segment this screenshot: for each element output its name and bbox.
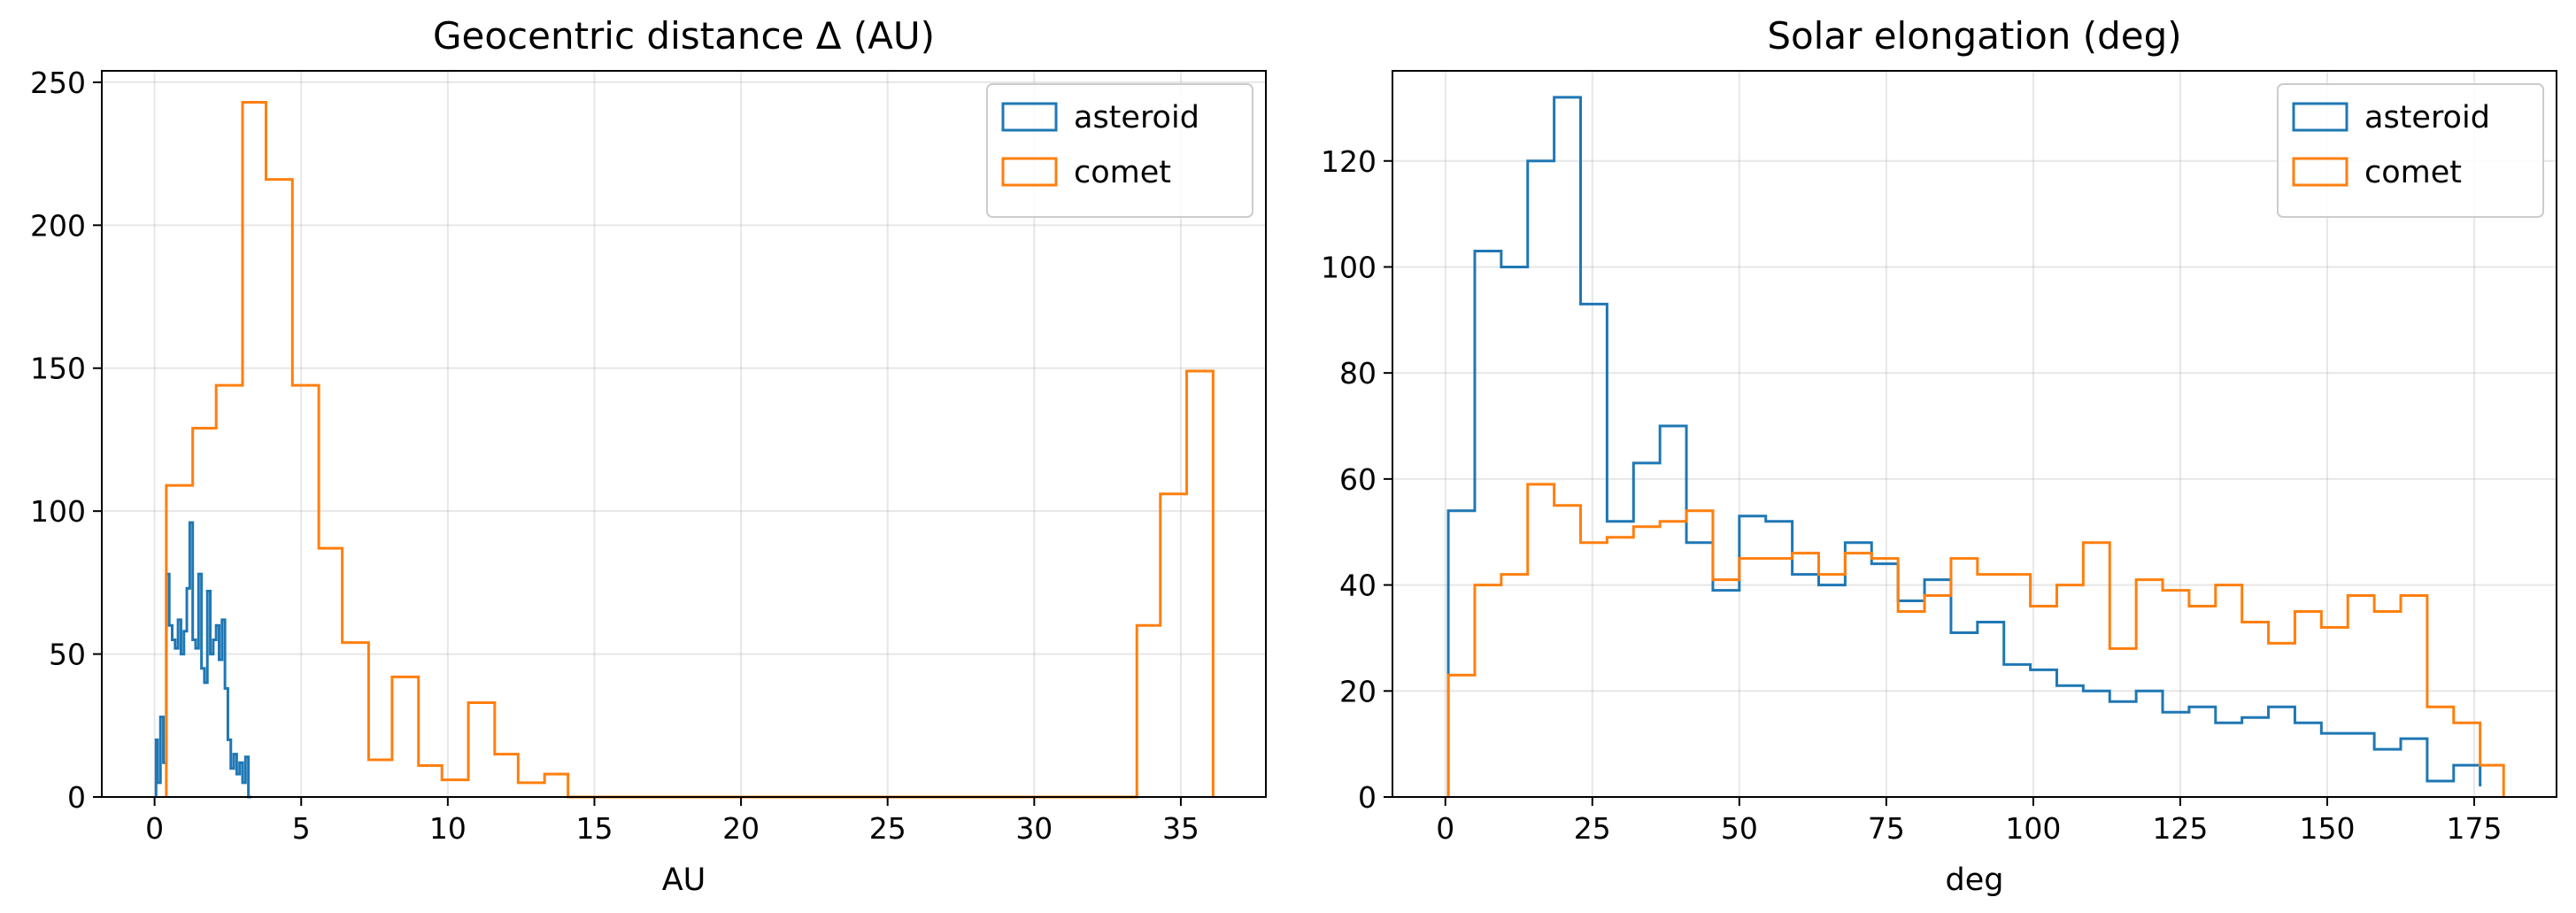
axes-frame [1392, 70, 2557, 798]
legend-label-comet: comet [1074, 155, 1171, 190]
chart-title: Geocentric distance Δ (AU) [433, 14, 935, 58]
histogram-asteroid-series [1446, 96, 2482, 797]
y-tick-label: 0 [67, 780, 86, 815]
y-tick-label: 50 [49, 638, 86, 672]
chart-title: Solar elongation (deg) [1767, 14, 2181, 58]
y-tick-label: 20 [1339, 674, 1377, 708]
x-tick-label: 15 [575, 811, 613, 846]
axes-frame [101, 70, 1267, 798]
x-tick-label: 125 [2152, 811, 2208, 846]
legend: asteroid comet [986, 83, 1253, 218]
legend-swatch-asteroid [2292, 102, 2348, 132]
y-tick-label: 120 [1321, 144, 1377, 179]
y-tick-label: 150 [30, 352, 86, 386]
legend-swatch-comet [2292, 157, 2348, 187]
legend-swatch-asteroid [1001, 102, 1058, 132]
x-tick-label: 100 [2005, 811, 2061, 846]
y-tick-label: 60 [1339, 462, 1377, 497]
x-tick-label: 5 [292, 811, 311, 846]
x-tick-label: 20 [722, 811, 760, 846]
x-tick-label: 0 [145, 811, 164, 846]
x-tick-label: 35 [1162, 811, 1199, 846]
x-tick-label: 25 [869, 811, 906, 846]
x-tick-label: 0 [1436, 811, 1454, 846]
y-tick-label: 0 [1358, 780, 1377, 815]
x-tick-label: 50 [1721, 811, 1758, 846]
x-tick-label: 175 [2447, 811, 2503, 846]
x-axis-label: deg [1946, 863, 2004, 898]
y-tick-label: 40 [1339, 569, 1377, 603]
legend-label-asteroid: asteroid [2364, 100, 2490, 135]
legend-label-comet: comet [2364, 155, 2462, 190]
x-axis-label: AU [662, 863, 706, 898]
y-tick-label: 80 [1339, 356, 1377, 391]
x-tick-label: 25 [1574, 811, 1611, 846]
x-tick-label: 30 [1015, 811, 1053, 846]
chart-panel-left: 0 5 10 15 20 25 30 35 0 50 100 150 200 250 Geocentric … [30, 14, 1267, 898]
y-tick-label: 200 [30, 208, 86, 243]
y-tick-label: 100 [30, 494, 86, 529]
x-tick-label: 10 [429, 811, 467, 846]
x-tick-label: 150 [2299, 811, 2355, 846]
chart-panel-right: 0 25 50 75 100 125 150 175 0 20 40 60 80 100 120 Solar … [1321, 14, 2557, 898]
histogram-asteroid-series [154, 521, 251, 799]
legend-label-asteroid: asteroid [1074, 100, 1199, 135]
y-tick-label: 100 [1321, 250, 1377, 284]
legend: asteroid comet [2277, 83, 2544, 218]
x-tick-label: 75 [1868, 811, 1905, 846]
histogram-comet-series [1446, 483, 2505, 797]
y-tick-label: 250 [30, 66, 86, 100]
legend-swatch-comet [1001, 157, 1058, 187]
